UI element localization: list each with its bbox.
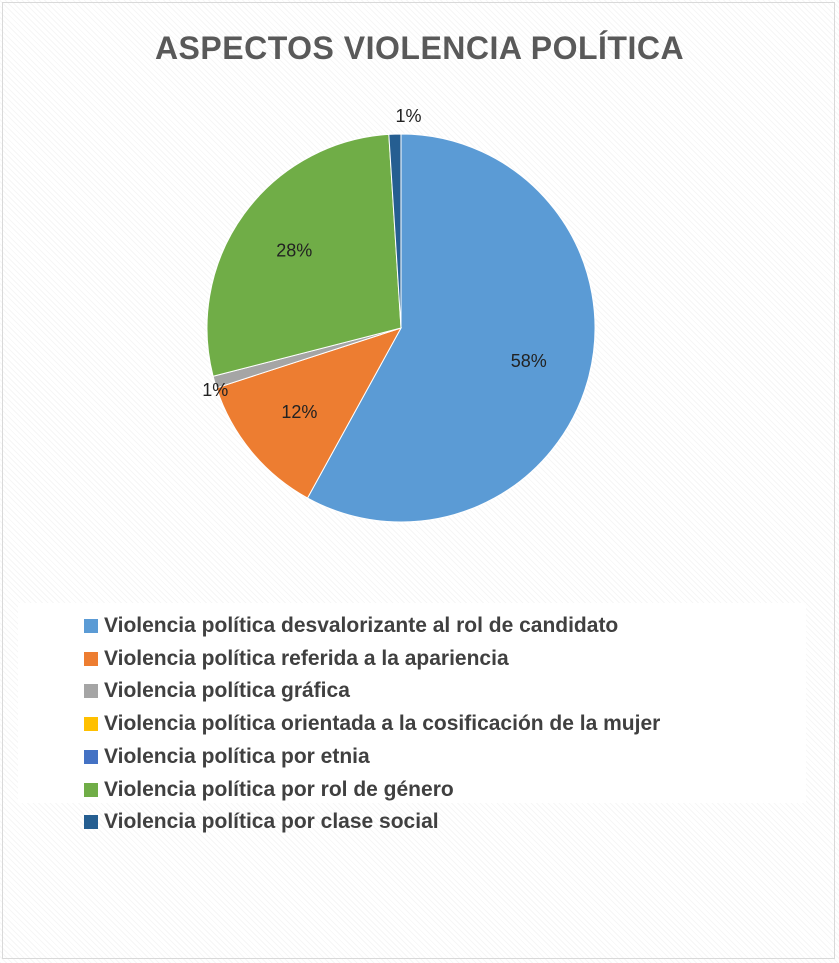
legend-swatch xyxy=(84,652,98,666)
legend-label: Violencia política desvalorizante al rol… xyxy=(104,614,618,638)
legend-item-violencia-politica-por-etnia: Violencia política por etnia xyxy=(84,743,370,771)
legend-label: Violencia política orientada a la cosifi… xyxy=(104,712,660,736)
legend-swatch xyxy=(84,717,98,731)
data-label-violencia-politica-por-rol-de-genero: 28% xyxy=(276,240,312,260)
legend-item-violencia-politica-por-clase-social: Violencia política por clase social xyxy=(84,808,439,836)
data-label-violencia-politica-referida-a-la-apariencia: 12% xyxy=(281,402,317,422)
data-label-violencia-politica-por-clase-social: 1% xyxy=(395,106,421,126)
legend-label: Violencia política por clase social xyxy=(104,810,439,834)
legend-swatch xyxy=(84,750,98,764)
data-label-violencia-politica-desvalorizante-al-rol-de-candidato: 58% xyxy=(511,351,547,371)
legend: Violencia política desvalorizante al rol… xyxy=(18,603,806,803)
legend-item-violencia-politica-por-rol-de-genero: Violencia política por rol de género xyxy=(84,776,454,804)
legend-label: Violencia política por rol de género xyxy=(104,778,454,802)
legend-swatch xyxy=(84,815,98,829)
legend-swatch xyxy=(84,684,98,698)
legend-swatch xyxy=(84,783,98,797)
legend-label: Violencia política referida a la aparien… xyxy=(104,647,509,671)
legend-item-violencia-politica-grafica: Violencia política gráfica xyxy=(84,677,350,705)
pie-chart: 58% 12% 1% 28% 1% xyxy=(0,0,839,600)
data-label-violencia-politica-grafica: 1% xyxy=(202,380,228,400)
legend-item-violencia-politica-orientada-a-la-cosificacion-de-la-mujer: Violencia política orientada a la cosifi… xyxy=(84,710,660,738)
legend-item-violencia-politica-referida-a-la-apariencia: Violencia política referida a la aparien… xyxy=(84,645,509,673)
legend-item-violencia-politica-desvalorizante-al-rol-de-candidato: Violencia política desvalorizante al rol… xyxy=(84,612,618,640)
legend-label: Violencia política gráfica xyxy=(104,679,350,703)
legend-swatch xyxy=(84,619,98,633)
legend-label: Violencia política por etnia xyxy=(104,745,370,769)
